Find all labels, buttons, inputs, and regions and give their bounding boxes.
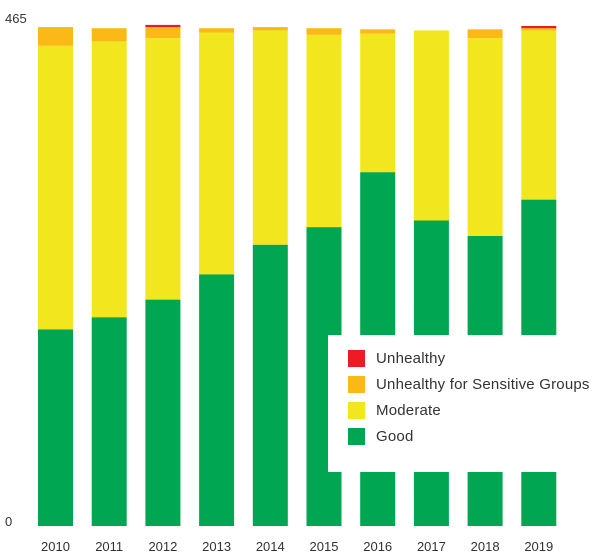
bar-segment-2017-moderate <box>413 30 449 221</box>
legend-label-unhealthy-sensitive: Unhealthy for Sensitive Groups <box>376 375 590 393</box>
bar-segment-2013-moderate <box>199 32 235 275</box>
bar-segment-2014-good <box>252 244 288 526</box>
bar-segment-2014-unhealthy-for-sensitive-groups <box>252 27 288 31</box>
bar-segment-2019-moderate <box>521 30 557 200</box>
x-tick-label-2014: 2014 <box>256 539 285 554</box>
legend: Unhealthy Unhealthy for Sensitive Groups… <box>328 335 609 472</box>
legend-swatch-unhealthy <box>348 349 365 367</box>
bar-segment-2012-moderate <box>145 38 181 300</box>
y-tick-label-465: 465 <box>5 11 27 26</box>
x-tick-label-2017: 2017 <box>417 539 446 554</box>
legend-item-unhealthy-sensitive: Unhealthy for Sensitive Groups <box>348 373 590 395</box>
legend-label-unhealthy: Unhealthy <box>376 349 446 367</box>
x-tick-label-2010: 2010 <box>41 539 70 554</box>
x-tick-label-2012: 2012 <box>148 539 177 554</box>
x-tick-label-2018: 2018 <box>471 539 500 554</box>
bar-segment-2016-unhealthy-for-sensitive-groups <box>360 29 396 34</box>
x-tick-label-2019: 2019 <box>524 539 553 554</box>
bar-segment-2018-moderate <box>467 38 503 236</box>
bar-segment-2015-unhealthy-for-sensitive-groups <box>306 28 342 35</box>
legend-item-moderate: Moderate <box>348 399 441 421</box>
bar-segment-2019-unhealthy <box>521 26 557 29</box>
legend-item-unhealthy: Unhealthy <box>348 347 445 369</box>
legend-label-good: Good <box>376 427 414 445</box>
legend-swatch-good <box>348 427 365 445</box>
legend-swatch-moderate <box>348 401 365 419</box>
bar-segment-2011-moderate <box>91 41 127 318</box>
y-axis-tick-labels: 0 465 <box>5 11 27 529</box>
x-tick-label-2016: 2016 <box>363 539 392 554</box>
bar-segment-2011-good <box>91 317 127 526</box>
bar-segment-2010-good <box>38 329 73 526</box>
bar-segment-2014-moderate <box>252 30 288 245</box>
bar-segment-2012-good <box>145 299 181 526</box>
bar-segment-2019-unhealthy-for-sensitive-groups <box>521 28 557 31</box>
bar-segment-2013-good <box>199 274 235 526</box>
bar-segment-2011-unhealthy-for-sensitive-groups <box>91 28 127 42</box>
legend-item-good: Good <box>348 425 414 447</box>
bar-segment-2010-unhealthy-for-sensitive-groups <box>38 27 73 46</box>
bar-segment-2015-moderate <box>306 34 342 228</box>
y-tick-label-0: 0 <box>5 514 12 529</box>
bar-segment-2010-moderate <box>38 45 73 330</box>
legend-label-moderate: Moderate <box>376 401 441 419</box>
bar-segment-2012-unhealthy-for-sensitive-groups <box>145 27 181 39</box>
x-tick-label-2011: 2011 <box>95 539 123 554</box>
x-tick-label-2013: 2013 <box>202 539 231 554</box>
bar-segment-2016-moderate <box>360 33 396 173</box>
bar-segment-2013-unhealthy-for-sensitive-groups <box>199 28 235 33</box>
legend-swatch-unhealthy-sensitive <box>348 375 365 393</box>
x-tick-label-2015: 2015 <box>310 539 339 554</box>
x-axis-tick-labels: 2010 2011 2012 2013 2014 2015 2016 2017 2018 2019 <box>41 539 553 554</box>
bar-segment-2012-unhealthy <box>145 24 181 28</box>
bar-segment-2018-unhealthy-for-sensitive-groups <box>467 29 503 39</box>
